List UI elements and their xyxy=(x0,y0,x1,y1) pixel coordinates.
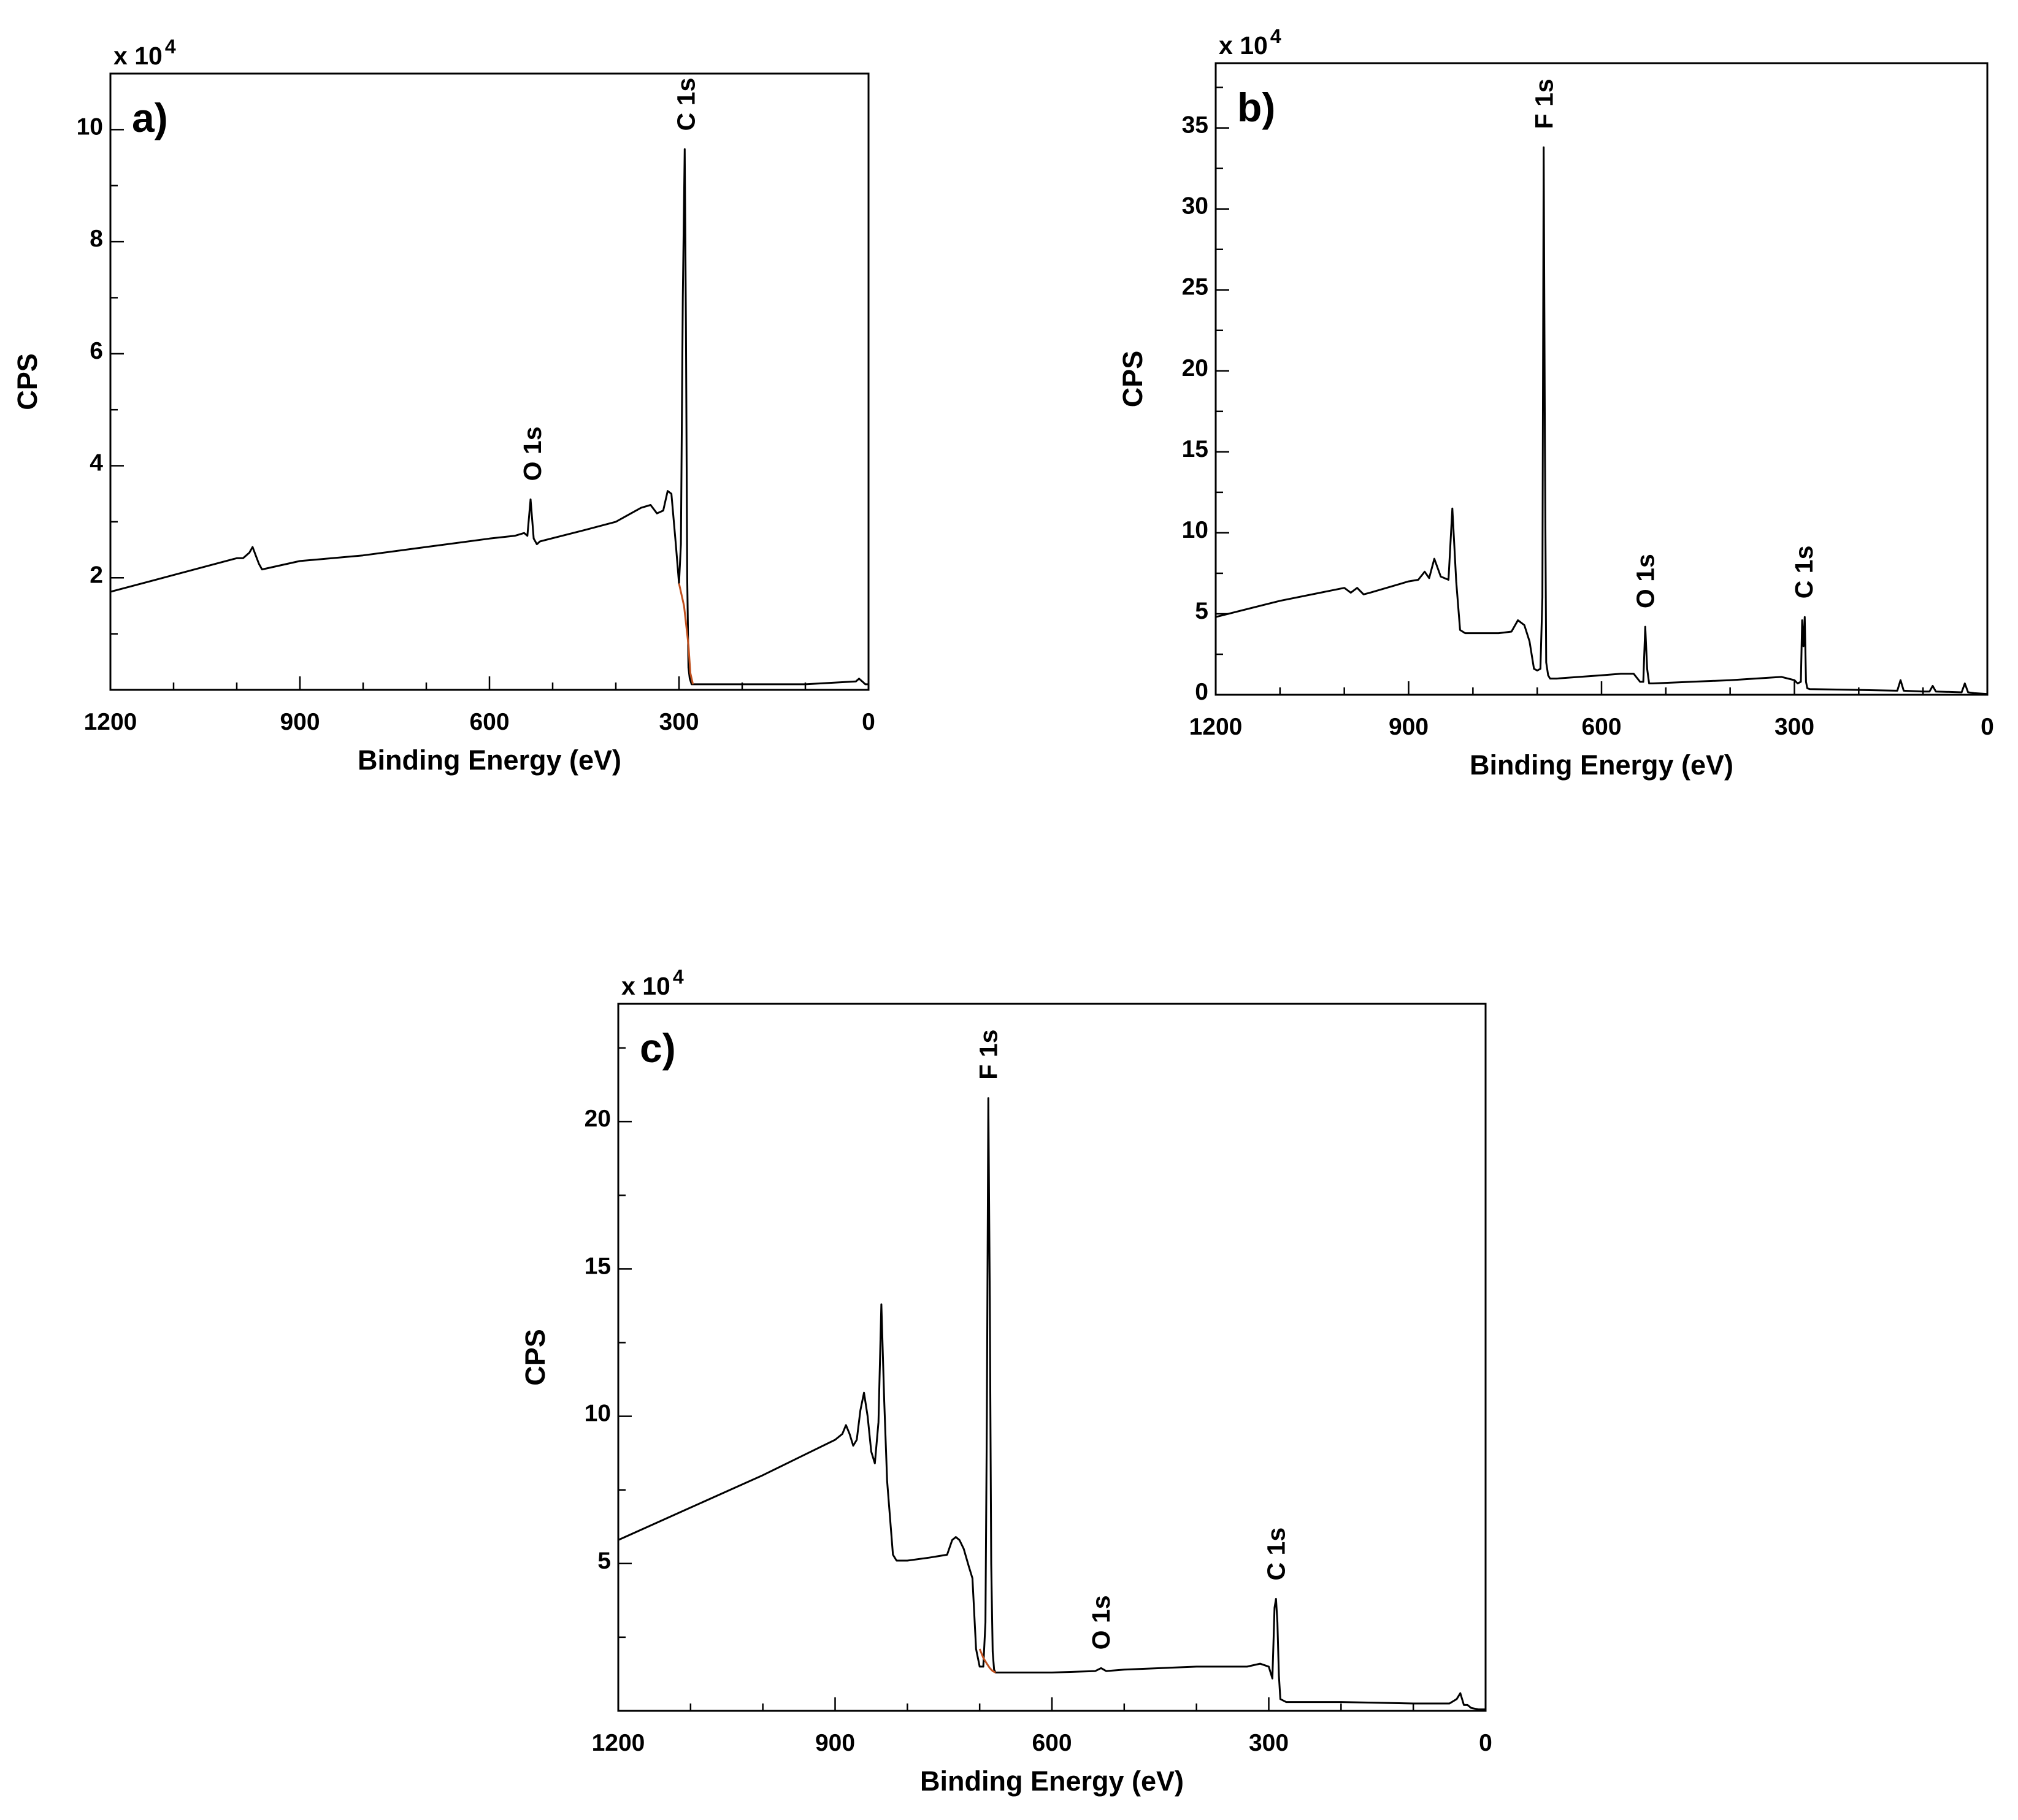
y-tick-label: 20 xyxy=(585,1106,611,1132)
y-tick-label: 0 xyxy=(1195,679,1208,705)
y-tick-label: 30 xyxy=(1182,193,1208,220)
x-axis-label: Binding Energy (eV) xyxy=(1470,749,1733,781)
y-multiplier-exponent: 4 xyxy=(673,966,684,988)
background-line xyxy=(978,1648,996,1673)
plot-frame xyxy=(1214,62,1989,696)
peak-label: F 1s xyxy=(1530,78,1559,129)
x-tick-label: 1200 xyxy=(592,1730,645,1756)
peak-label: O 1s xyxy=(1631,554,1659,608)
y-tick-label: 5 xyxy=(597,1548,611,1574)
chart-panel-1: 1200 900 600 300 0 2 4 6 8 10 Binding Energy (eV) C… xyxy=(12,36,875,776)
y-multiplier-exponent: 4 xyxy=(1270,25,1281,47)
background-line xyxy=(678,583,694,685)
x-tick-label: 600 xyxy=(1032,1730,1072,1756)
y-tick-label: 15 xyxy=(585,1253,611,1279)
peak-label: C 1s xyxy=(672,78,700,131)
peak-label: O 1s xyxy=(1087,1595,1115,1650)
panel-label: b) xyxy=(1237,85,1275,130)
x-tick-label: 1200 xyxy=(84,709,137,735)
peak-label: C 1s xyxy=(1262,1528,1290,1581)
spectrum-line xyxy=(1215,146,1988,695)
y-axis-label: CPS xyxy=(520,1329,551,1386)
x-axis-label: Binding Energy (eV) xyxy=(358,744,621,776)
x-tick-label: 0 xyxy=(1479,1730,1492,1756)
y-tick-label: 10 xyxy=(585,1401,611,1427)
y-tick-label: 10 xyxy=(1182,517,1208,543)
x-tick-label: 900 xyxy=(815,1730,855,1756)
peak-label: F 1s xyxy=(974,1030,1002,1080)
y-multiplier-exponent: 4 xyxy=(165,36,176,58)
y-axis-label: CPS xyxy=(12,353,43,410)
y-tick-label: 35 xyxy=(1182,112,1208,139)
x-tick-label: 300 xyxy=(1249,1730,1289,1756)
spectrum-line xyxy=(110,148,869,686)
x-tick-label: 300 xyxy=(1774,714,1814,740)
peak-label: C 1s xyxy=(1790,546,1818,599)
x-tick-label: 300 xyxy=(659,709,699,735)
x-tick-label: 900 xyxy=(1389,714,1429,740)
x-tick-label: 600 xyxy=(1581,714,1621,740)
panel-label: c) xyxy=(640,1025,676,1071)
y-multiplier: x 10 4 xyxy=(113,36,176,70)
x-tick-label: 0 xyxy=(862,709,875,735)
plot-frame xyxy=(617,1003,1487,1712)
spectrum-line xyxy=(618,1097,1486,1711)
y-multiplier: x 10 4 xyxy=(1219,25,1281,59)
x-tick-label: 0 xyxy=(1981,714,1994,740)
y-tick-label: 4 xyxy=(90,450,103,476)
y-tick-label: 15 xyxy=(1182,436,1208,462)
y-multiplier-base: x 10 xyxy=(113,42,163,70)
x-tick-label: 1200 xyxy=(1189,714,1243,740)
y-axis-label: CPS xyxy=(1117,351,1148,408)
y-tick-label: 5 xyxy=(1195,598,1208,624)
peak-label: O 1s xyxy=(518,426,547,481)
x-axis-label: Binding Energy (eV) xyxy=(920,1765,1184,1797)
y-tick-label: 8 xyxy=(90,226,103,252)
y-tick-label: 20 xyxy=(1182,355,1208,381)
y-tick-label: 10 xyxy=(77,113,103,140)
panel-label: a) xyxy=(132,95,168,140)
y-tick-label: 25 xyxy=(1182,274,1208,300)
chart-panel-3: 1200 900 600 300 0 5 10 15 20 Binding Energy (eV)… xyxy=(520,966,1492,1797)
y-tick-label: 6 xyxy=(90,338,103,364)
chart-panel-2: 1200 900 600 300 0 0 5 10 15 20 25 30 35 Binding Ener… xyxy=(1117,25,1994,781)
y-multiplier-base: x 10 xyxy=(621,972,670,1000)
plot-frame xyxy=(109,72,870,691)
y-multiplier: x 10 4 xyxy=(621,966,684,1000)
x-tick-label: 900 xyxy=(280,709,320,735)
y-multiplier-base: x 10 xyxy=(1219,31,1268,59)
x-tick-label: 600 xyxy=(469,709,509,735)
y-tick-label: 2 xyxy=(90,562,103,588)
